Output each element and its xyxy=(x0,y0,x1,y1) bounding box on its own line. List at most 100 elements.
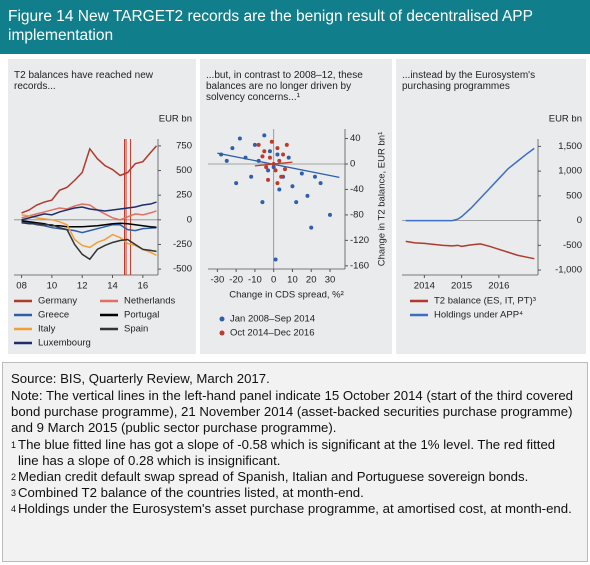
fitted-line xyxy=(254,161,293,167)
scatter-point xyxy=(275,181,280,186)
footnote-text: Combined T2 balance of the countries lis… xyxy=(18,485,364,500)
footnote: 3 Combined T2 balance of the countries li… xyxy=(11,485,579,501)
scatter-point xyxy=(271,165,276,170)
y-unit: EUR bn xyxy=(159,114,192,125)
legend-label: Oct 2014–Dec 2016 xyxy=(230,328,315,339)
scatter-point xyxy=(260,200,265,205)
scatter-point xyxy=(305,193,310,198)
x-tick-label: 12 xyxy=(77,281,88,292)
y-tick-label: -120 xyxy=(350,235,369,246)
scatter-point xyxy=(224,158,229,163)
scatter-point xyxy=(256,142,261,147)
scatter-point xyxy=(267,149,272,154)
scatter-point xyxy=(262,149,267,154)
x-tick-label: 30 xyxy=(325,275,336,286)
x-tick-label: 16 xyxy=(138,281,149,292)
x-tick-label: 08 xyxy=(16,281,27,292)
scatter-point xyxy=(267,155,272,160)
scatter-point xyxy=(318,181,323,186)
scatter-point xyxy=(281,152,286,157)
y-tick-label: -250 xyxy=(173,239,192,250)
scatter-point xyxy=(234,181,239,186)
x-tick-label: -30 xyxy=(211,275,225,286)
panel-bg xyxy=(200,59,392,354)
series-line xyxy=(21,214,157,256)
y-tick-label: -500 xyxy=(173,264,192,275)
y-tick-label: 0 xyxy=(187,214,192,225)
y-tick-label: -1,000 xyxy=(555,265,582,276)
footnote-text: Holdings under the Eurosystem's asset pu… xyxy=(18,501,572,516)
panel-subtitle: T2 balances have reached new records... xyxy=(14,70,153,92)
footnote-marker: 1 xyxy=(11,440,17,450)
scatter-point xyxy=(264,165,269,170)
x-tick-label: -20 xyxy=(229,275,243,286)
scatter-point xyxy=(327,212,332,217)
x-tick-label: 14 xyxy=(107,281,118,292)
footnote: 1 The blue fitted line has got a slope of… xyxy=(11,437,579,469)
note-line: Note: The vertical lines in the left-han… xyxy=(11,388,574,435)
footnote: 4 Holdings under the Eurosystem's asset p… xyxy=(11,501,579,517)
legend-swatch xyxy=(219,330,225,336)
legend-label: T2 balance (ES, IT, PT)³ xyxy=(434,296,536,307)
scatter-point xyxy=(275,146,280,151)
x-tick-label: 2015 xyxy=(451,281,472,292)
scatter-point xyxy=(290,184,295,189)
scatter-point xyxy=(266,168,271,173)
footnote-text: Median credit default swap spread of Spa… xyxy=(18,469,529,484)
y-tick-label: 750 xyxy=(176,140,192,151)
x-tick-label: 20 xyxy=(306,275,317,286)
x-tick-label: -10 xyxy=(248,275,262,286)
footnote-marker: 4 xyxy=(11,504,17,514)
notes: Source: BIS, Quarterly Review, March 201… xyxy=(2,362,588,562)
legend-label: Luxembourg xyxy=(38,338,91,349)
footnote-text: The blue fitted line has got a slope of … xyxy=(18,437,556,468)
y-tick-label: -80 xyxy=(350,209,364,220)
y-tick-label: 500 xyxy=(566,190,582,201)
y-tick-label: -160 xyxy=(350,260,369,271)
scatter-point xyxy=(260,154,265,159)
x-axis-label: Change in CDS spread, %² xyxy=(229,290,344,301)
scatter-point xyxy=(237,136,242,141)
series-line xyxy=(21,220,157,228)
series-line xyxy=(21,201,157,221)
scatter-point xyxy=(249,174,254,179)
scatter-point xyxy=(282,167,287,172)
legend-label: Italy xyxy=(38,324,56,335)
series-line xyxy=(405,240,535,260)
y-tick-label: -500 xyxy=(563,240,582,251)
legend-label: Germany xyxy=(38,296,77,307)
scatter-point xyxy=(252,142,257,147)
series-line xyxy=(405,147,535,222)
scatter-point xyxy=(309,225,314,230)
scatter-point xyxy=(262,133,267,138)
legend-label: Portugal xyxy=(124,310,159,321)
scatter-point xyxy=(286,155,291,160)
footnote-marker: 2 xyxy=(11,472,17,482)
scatter-point xyxy=(277,158,282,163)
scatter-point xyxy=(275,152,280,157)
y-tick-label: 500 xyxy=(176,165,192,176)
y-tick-label: 1,000 xyxy=(558,166,582,177)
fitted-line xyxy=(217,152,340,179)
legend-label: Holdings under APP⁴ xyxy=(434,310,523,321)
y-unit: EUR bn xyxy=(549,114,582,125)
panel-bg xyxy=(396,59,586,354)
series-line xyxy=(21,145,158,214)
y-tick-label: 40 xyxy=(350,133,361,144)
legend-label: Spain xyxy=(124,324,148,335)
figure-title: Figure 14 New TARGET2 records are the be… xyxy=(0,0,590,54)
panel-subtitle: ...but, in contrast to 2008–12, these ba… xyxy=(206,70,363,103)
legend-label: Greece xyxy=(38,310,69,321)
scatter-point xyxy=(284,142,289,147)
y-tick-label: -40 xyxy=(350,184,364,195)
note-line: Source: BIS, Quarterly Review, March 201… xyxy=(11,371,270,386)
scatter-point xyxy=(230,146,235,151)
x-tick-label: 10 xyxy=(47,281,58,292)
scatter-point xyxy=(312,174,317,179)
scatter-point xyxy=(273,257,278,262)
scatter-point xyxy=(277,187,282,192)
x-tick-label: 2016 xyxy=(488,281,509,292)
charts: -500 -250 0 250 500 750 08 10 12 14 16 EUR bn German… xyxy=(8,59,586,354)
x-tick-label: 0 xyxy=(271,275,276,286)
